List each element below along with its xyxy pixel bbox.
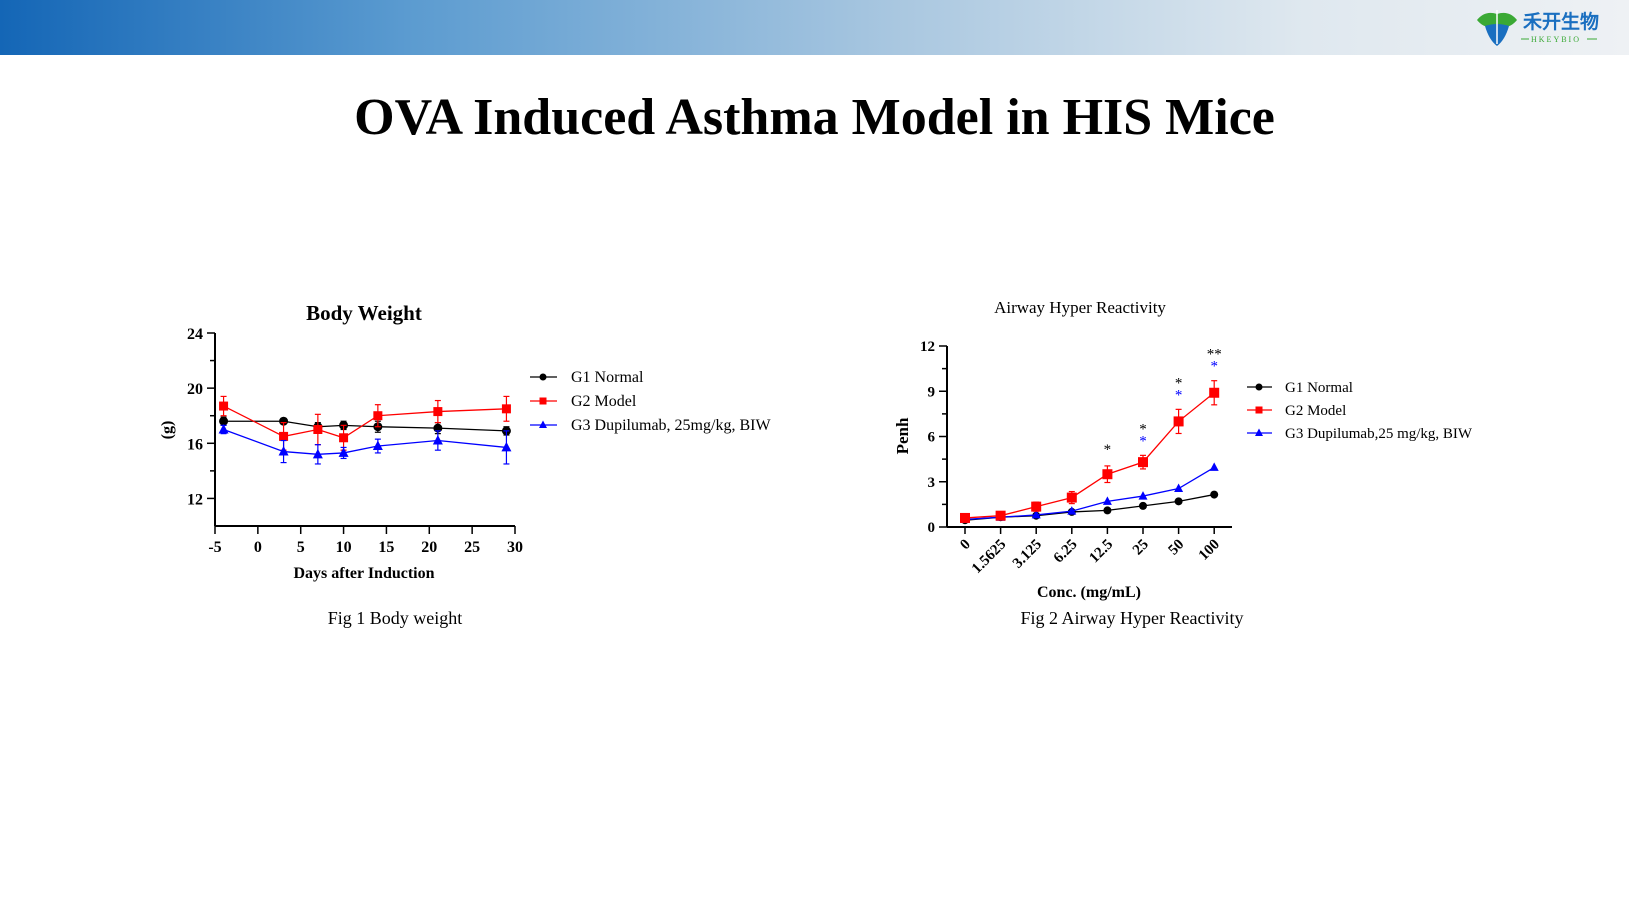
data-point [1102, 469, 1113, 480]
significance-mark: * [1139, 433, 1147, 449]
data-point [1103, 506, 1112, 515]
legend-label: G1 Normal [1285, 380, 1353, 396]
data-point [1173, 416, 1184, 427]
data-point [1209, 462, 1219, 471]
x-tick-label: 10 [336, 539, 352, 556]
y-tick-label: 9 [928, 384, 936, 400]
legend-marker [1255, 428, 1263, 436]
data-point [279, 416, 289, 426]
y-tick-label: 12 [920, 339, 935, 355]
x-tick-label: 0 [254, 539, 262, 556]
significance-mark: * [1104, 442, 1112, 458]
x-tick-label: 6.25 [1051, 537, 1081, 567]
x-tick-label: 12.5 [1086, 537, 1116, 567]
data-point [312, 448, 323, 459]
data-point [501, 441, 512, 452]
significance-mark: * [1175, 387, 1183, 403]
y-tick-label: 24 [187, 326, 203, 343]
data-point [1174, 483, 1184, 493]
y-tick-label: 20 [187, 381, 203, 398]
legend-label: G2 Model [1285, 403, 1346, 419]
series-line-3 [223, 428, 507, 455]
data-point [1102, 496, 1112, 505]
data-point [219, 401, 229, 411]
y-tick-label: 12 [187, 491, 203, 508]
data-point [1138, 491, 1148, 500]
significance-mark: ** [1207, 347, 1222, 363]
x-tick-label: 5 [297, 539, 305, 556]
x-tick-label: -5 [208, 539, 221, 556]
series-line-1 [223, 420, 507, 432]
data-point [1210, 490, 1219, 499]
y-tick-label: 0 [928, 520, 936, 536]
data-point [1138, 457, 1148, 468]
data-point [960, 512, 970, 523]
legend-marker [1255, 406, 1263, 414]
y-tick-label: 16 [187, 436, 203, 453]
data-point [432, 435, 443, 445]
x-tick-label: 20 [421, 539, 437, 556]
legend-marker [539, 397, 547, 405]
data-point [313, 425, 323, 434]
header-banner [0, 0, 1629, 55]
data-point [995, 510, 1006, 521]
data-point [1174, 497, 1183, 506]
data-point [279, 431, 289, 441]
legend-marker [1255, 383, 1263, 391]
data-point [278, 446, 289, 456]
x-tick-label: 1.5625 [969, 537, 1009, 577]
data-point [1031, 501, 1042, 512]
significance-mark: * [1210, 359, 1218, 375]
x-axis-label: Conc. (mg/mL) [1037, 584, 1141, 601]
x-tick-label: 3.125 [1010, 537, 1045, 572]
legend-marker [539, 373, 547, 381]
data-point [1209, 387, 1220, 398]
x-tick-label: 25 [464, 539, 480, 556]
x-tick-label: 30 [507, 539, 523, 556]
legend-label: G1 Normal [571, 369, 644, 386]
legend-label: G2 Model [571, 393, 637, 410]
slide-title: OVA Induced Asthma Model in HIS Mice [354, 89, 1275, 146]
legend-label: G3 Dupilumab,25 mg/kg, BIW [1285, 426, 1473, 442]
x-tick-label: 15 [378, 539, 394, 556]
chart-title: Airway Hyper Reactivity [994, 298, 1166, 317]
y-axis-label: Penh [893, 417, 912, 454]
data-point [1067, 506, 1077, 515]
data-point [373, 411, 383, 421]
data-point [218, 424, 229, 434]
x-tick-label: 100 [1196, 537, 1223, 564]
data-point [1066, 492, 1077, 503]
x-axis-label: Days after Induction [293, 565, 434, 582]
legend-label: G3 Dupilumab, 25mg/kg, BIW [571, 417, 771, 434]
x-tick-label: 0 [957, 537, 974, 554]
figure-caption: Fig 2 Airway Hyper Reactivity [1021, 608, 1244, 628]
figure-caption: Fig 1 Body weight [328, 608, 463, 628]
series-line-2 [223, 405, 507, 439]
x-tick-label: 50 [1166, 537, 1188, 559]
significance-mark: * [1175, 375, 1183, 391]
data-point [338, 447, 349, 457]
data-point [1031, 509, 1041, 519]
y-axis-label: (g) [159, 421, 176, 440]
data-point [372, 440, 383, 451]
legend-marker [539, 420, 547, 428]
y-tick-label: 3 [928, 475, 936, 491]
data-point [1139, 501, 1147, 510]
series-line-2 [964, 392, 1215, 519]
series-line-3 [964, 466, 1215, 521]
svg-text:禾开生物: 禾开生物 [1523, 10, 1599, 33]
hkeybio-logo: 禾开生物 HKEYBIO [1477, 10, 1599, 46]
data-point [433, 407, 443, 417]
y-tick-label: 6 [928, 430, 936, 446]
data-point [219, 416, 229, 426]
data-point [339, 433, 349, 443]
x-tick-label: 25 [1130, 537, 1152, 559]
significance-mark: * [1139, 421, 1147, 437]
svg-text:HKEYBIO: HKEYBIO [1531, 35, 1581, 44]
data-point [501, 404, 511, 414]
chart-title: Body Weight [306, 301, 422, 325]
